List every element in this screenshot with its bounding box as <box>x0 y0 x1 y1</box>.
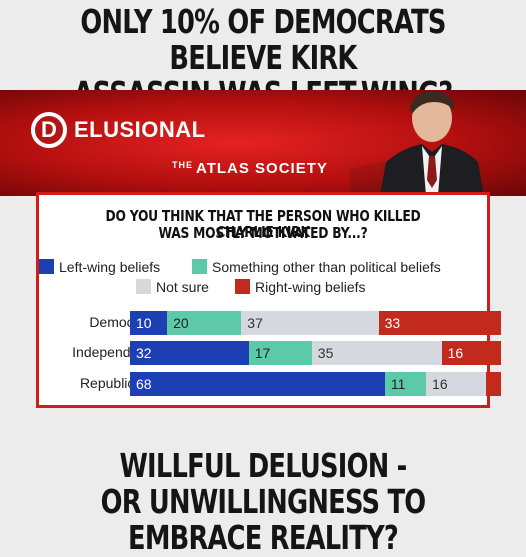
legend-swatch-left-wing <box>39 259 54 274</box>
bar-label-independents-not-sure: 35 <box>317 345 334 361</box>
bar-label-democrats-left-wing-beliefs: 10 <box>136 315 152 331</box>
bar-democrats-left-wing-beliefs <box>130 311 168 335</box>
bar-label-independents-right-wing-beliefs: 16 <box>447 345 464 361</box>
legend-right-wing: Right-wing beliefs <box>235 279 366 295</box>
logo-text: ELUSIONAL <box>74 117 206 142</box>
bar-label-democrats-right-wing-beliefs: 33 <box>384 315 401 331</box>
bar-republicans-right-wing-beliefs <box>486 372 502 396</box>
legend-swatch-not-sure <box>136 279 151 294</box>
bar-independents-left-wing-beliefs <box>130 341 250 365</box>
bar-label-democrats-not-sure: 37 <box>247 315 263 331</box>
atlas-society-label: THE ATLAS SOCIETY <box>172 160 328 177</box>
bar-democrats-not-sure <box>241 311 380 335</box>
bar-republicans-something-other-than-political-beliefs <box>384 372 427 396</box>
bar-republicans-not-sure <box>426 372 487 396</box>
legend-not-sure: Not sure <box>136 279 209 295</box>
bottom-headline: WILLFUL DELUSION - OR UNWILLINGNESS TO E… <box>58 448 468 556</box>
bar-label-independents-left-wing-beliefs: 32 <box>136 345 152 361</box>
legend-label-other: Something other than political beliefs <box>212 259 441 275</box>
bottom-headline-line-2: OR UNWILLINGNESS TO EMBRACE REALITY? <box>100 482 427 557</box>
legend-label-left-wing: Left-wing beliefs <box>59 259 161 275</box>
chart-title-line-2: WAS MOSTLY MOTIVATED BY...? <box>158 224 368 242</box>
top-headline-line-1: ONLY 10% OF DEMOCRATS BELIEVE KIRK <box>80 2 446 77</box>
delusional-logo-icon: D <box>31 112 67 148</box>
bar-label-republicans-left-wing-beliefs: 68 <box>136 376 152 392</box>
bar-label-republicans-something-other-than-political-beliefs: 11 <box>390 376 406 392</box>
bar-democrats-something-other-than-political-beliefs <box>167 311 242 335</box>
bar-label-republicans-not-sure: 16 <box>432 376 448 392</box>
bar-republicans-left-wing-beliefs <box>130 372 386 396</box>
society-prefix: THE <box>172 160 193 170</box>
chart-title-line-1: DO YOU THINK THAT THE PERSON WHO KILLED … <box>105 207 421 241</box>
legend-left-wing: Left-wing beliefs <box>39 259 160 275</box>
speaker-photo <box>350 91 484 196</box>
poll-card: DO YOU THINK THAT THE PERSON WHO KILLED … <box>36 192 502 408</box>
legend-swatch-other <box>192 259 207 274</box>
legend-label-not-sure: Not sure <box>156 279 209 295</box>
bar-independents-something-other-than-political-beliefs <box>248 341 313 365</box>
bar-democrats-right-wing-beliefs <box>378 311 502 335</box>
legend-swatch-right-wing <box>235 279 250 294</box>
legend-label-right-wing: Right-wing beliefs <box>255 279 366 295</box>
bottom-headline-line-1: WILLFUL DELUSION - <box>119 446 407 485</box>
society-name: ATLAS SOCIETY <box>196 160 328 177</box>
bar-label-democrats-something-other-than-political-beliefs: 20 <box>173 315 189 331</box>
bar-label-independents-something-other-than-political-beliefs: 17 <box>254 345 271 361</box>
bar-independents-right-wing-beliefs <box>441 341 502 365</box>
bar-independents-not-sure <box>311 341 443 365</box>
banner: D ELUSIONAL THE ATLAS SOCIETY <box>0 90 526 196</box>
legend-other: Something other than political beliefs <box>192 259 441 275</box>
